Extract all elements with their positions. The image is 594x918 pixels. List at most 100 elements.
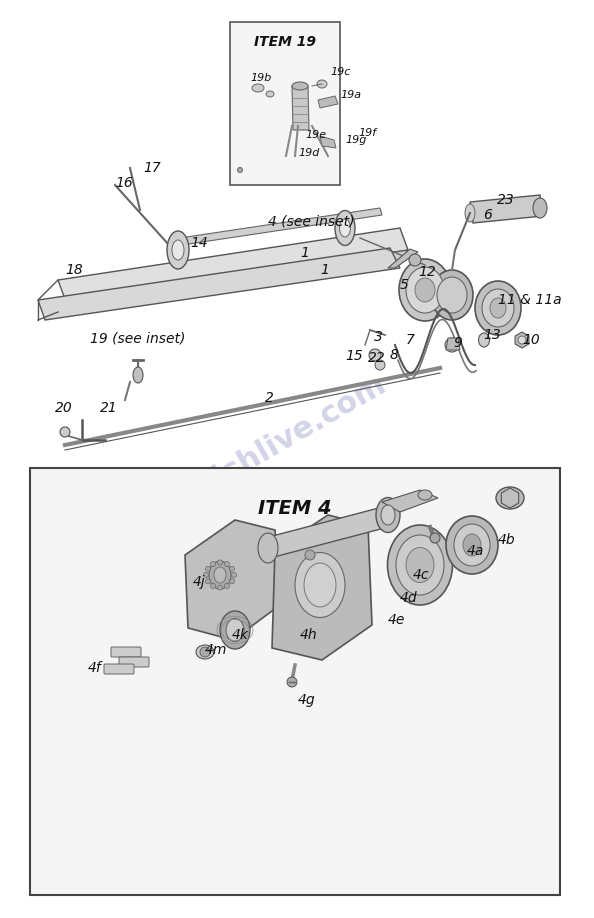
Text: 23: 23: [497, 193, 515, 207]
Circle shape: [518, 336, 526, 344]
Text: 19e: 19e: [305, 130, 326, 140]
Text: 20: 20: [55, 401, 72, 415]
Polygon shape: [320, 136, 336, 148]
Ellipse shape: [437, 277, 467, 313]
Polygon shape: [292, 86, 309, 130]
Text: 16: 16: [115, 176, 132, 190]
Polygon shape: [470, 195, 543, 223]
Text: 4h: 4h: [300, 628, 318, 642]
Text: 21: 21: [100, 401, 118, 415]
FancyBboxPatch shape: [104, 664, 134, 674]
Circle shape: [369, 349, 381, 361]
Bar: [230, 22, 340, 185]
Ellipse shape: [292, 82, 308, 90]
Text: 17: 17: [143, 161, 161, 175]
Circle shape: [210, 584, 216, 588]
Ellipse shape: [172, 240, 184, 260]
Ellipse shape: [446, 516, 498, 574]
Polygon shape: [185, 520, 280, 640]
Text: ITEM 19: ITEM 19: [254, 35, 316, 49]
Text: 19d: 19d: [298, 148, 320, 158]
Ellipse shape: [396, 535, 444, 595]
Text: 5: 5: [400, 278, 409, 292]
Ellipse shape: [387, 525, 453, 605]
Polygon shape: [58, 228, 408, 302]
Text: 19c: 19c: [330, 67, 350, 77]
Polygon shape: [180, 208, 382, 245]
Text: manualshlive.com: manualshlive.com: [108, 369, 391, 549]
Ellipse shape: [490, 298, 506, 318]
Text: 19g: 19g: [345, 135, 366, 145]
Ellipse shape: [317, 80, 327, 88]
Text: 4k: 4k: [232, 628, 249, 642]
Text: 4g: 4g: [298, 693, 315, 707]
Text: 4f: 4f: [88, 661, 102, 675]
Text: 15: 15: [345, 349, 363, 363]
Circle shape: [60, 427, 70, 437]
Text: 22: 22: [368, 351, 386, 365]
Ellipse shape: [533, 198, 547, 218]
Circle shape: [210, 562, 216, 566]
Text: 2: 2: [265, 391, 274, 405]
Text: 4d: 4d: [400, 591, 418, 605]
Text: 9: 9: [453, 336, 462, 350]
Circle shape: [232, 573, 236, 577]
Circle shape: [174, 251, 182, 259]
Text: 6: 6: [483, 208, 492, 222]
Text: 4j: 4j: [193, 575, 206, 589]
Ellipse shape: [454, 524, 490, 566]
Ellipse shape: [463, 534, 481, 556]
Text: 12: 12: [418, 265, 436, 279]
Text: 8: 8: [390, 348, 399, 362]
Polygon shape: [446, 338, 460, 350]
Circle shape: [445, 338, 459, 352]
Ellipse shape: [252, 84, 264, 92]
FancyBboxPatch shape: [111, 647, 141, 657]
Polygon shape: [38, 248, 400, 320]
Ellipse shape: [335, 210, 355, 245]
Text: 4c: 4c: [413, 568, 429, 582]
Ellipse shape: [295, 553, 345, 618]
Ellipse shape: [406, 547, 434, 583]
Circle shape: [305, 550, 315, 560]
Text: 1: 1: [320, 263, 329, 277]
Ellipse shape: [406, 267, 444, 313]
FancyBboxPatch shape: [119, 657, 149, 667]
Circle shape: [206, 566, 210, 571]
Ellipse shape: [340, 219, 350, 237]
Ellipse shape: [475, 281, 521, 335]
Ellipse shape: [133, 367, 143, 383]
Ellipse shape: [418, 490, 432, 500]
Text: 4a: 4a: [467, 544, 484, 558]
Polygon shape: [58, 250, 408, 312]
Circle shape: [200, 647, 210, 657]
Circle shape: [238, 167, 242, 173]
Ellipse shape: [220, 611, 250, 649]
Text: 13: 13: [483, 328, 501, 342]
Polygon shape: [382, 490, 438, 512]
Text: 18: 18: [65, 263, 83, 277]
Ellipse shape: [258, 533, 278, 563]
Ellipse shape: [304, 563, 336, 607]
Text: 14: 14: [190, 236, 208, 250]
Ellipse shape: [496, 487, 524, 509]
Polygon shape: [318, 96, 338, 108]
Text: ITEM 4: ITEM 4: [258, 498, 332, 518]
Ellipse shape: [465, 204, 475, 222]
Ellipse shape: [266, 91, 274, 97]
Text: 19f: 19f: [358, 128, 376, 138]
Polygon shape: [272, 515, 372, 660]
Circle shape: [230, 579, 235, 584]
Text: 19a: 19a: [340, 90, 361, 100]
Ellipse shape: [479, 333, 489, 347]
Ellipse shape: [431, 270, 473, 320]
Text: 4b: 4b: [498, 533, 516, 547]
Text: 4m: 4m: [205, 643, 228, 657]
Text: 3: 3: [374, 330, 383, 344]
Ellipse shape: [482, 289, 514, 327]
Circle shape: [230, 566, 235, 571]
Circle shape: [375, 360, 385, 370]
Text: 4e: 4e: [388, 613, 405, 627]
Ellipse shape: [167, 231, 189, 269]
Text: 19b: 19b: [250, 73, 271, 83]
